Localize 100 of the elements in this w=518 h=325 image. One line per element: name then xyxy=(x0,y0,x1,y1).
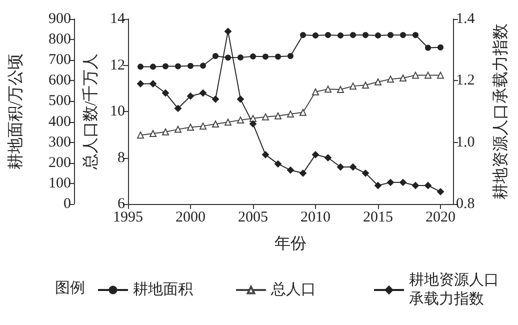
y-tick-label: 300 xyxy=(48,134,71,150)
point xyxy=(138,64,144,70)
y2-tick-label: 10 xyxy=(110,104,125,120)
point xyxy=(187,92,194,100)
x-tick-label: 2015 xyxy=(363,210,393,226)
point xyxy=(300,32,306,38)
y-tick-label: 900 xyxy=(48,11,71,27)
point xyxy=(325,32,331,38)
point xyxy=(150,130,156,137)
point xyxy=(424,72,432,79)
point xyxy=(287,166,294,174)
point xyxy=(212,120,219,128)
point xyxy=(150,80,156,88)
point xyxy=(175,63,181,70)
point xyxy=(412,72,419,79)
point xyxy=(200,122,206,130)
point xyxy=(238,54,244,60)
point xyxy=(362,82,369,89)
y3-axis-title: 耕地资源人口承载力指数 xyxy=(492,24,510,200)
point xyxy=(412,32,418,38)
point xyxy=(187,124,194,131)
x-tick-label: 2010 xyxy=(300,210,330,226)
point xyxy=(387,76,394,83)
point xyxy=(262,54,268,60)
y2-axis-title: 总人口数/千万人 xyxy=(82,53,100,171)
point xyxy=(162,128,169,136)
legend-label: 耕地面积 xyxy=(133,281,193,298)
y3-tick-label: 1.4 xyxy=(456,11,476,27)
point xyxy=(212,53,218,59)
point xyxy=(312,151,319,158)
point xyxy=(337,86,344,94)
point xyxy=(237,96,244,103)
point xyxy=(137,80,144,88)
x-axis-title: 年份 xyxy=(274,236,306,252)
point xyxy=(362,32,368,38)
point xyxy=(362,170,369,177)
point xyxy=(225,54,231,61)
point xyxy=(312,88,319,96)
point xyxy=(200,90,206,96)
point xyxy=(174,126,182,133)
y-axis-title: 耕地面积/万公顷 xyxy=(6,53,24,170)
x-tick-label: 1995 xyxy=(113,210,143,226)
point xyxy=(375,32,381,38)
x-tick-label: 2020 xyxy=(426,210,456,226)
y-tick-label: 200 xyxy=(48,154,71,171)
y3-tick-label: 1.2 xyxy=(456,72,475,89)
point xyxy=(262,113,269,120)
point xyxy=(412,182,419,189)
y2-tick-label: 14 xyxy=(110,11,126,27)
point xyxy=(400,32,406,38)
point xyxy=(137,132,144,139)
point xyxy=(287,110,294,118)
point xyxy=(350,82,356,90)
point xyxy=(250,114,256,122)
y3-tick-label: 0.8 xyxy=(456,196,475,212)
point xyxy=(262,151,269,158)
point xyxy=(400,178,406,186)
point xyxy=(324,154,332,162)
point xyxy=(188,62,194,69)
point xyxy=(212,96,219,103)
y-tick-label: 500 xyxy=(48,93,71,110)
point xyxy=(275,54,281,60)
point xyxy=(300,108,306,116)
point xyxy=(350,164,356,170)
legend-label: 总人口 xyxy=(270,281,316,298)
y-tick-label: 100 xyxy=(48,175,71,192)
y-tick-label: 700 xyxy=(48,52,71,68)
point xyxy=(162,90,169,96)
point xyxy=(400,74,406,82)
point xyxy=(312,32,318,38)
y-tick-label: 600 xyxy=(48,72,71,89)
y3-tick-label: 1.0 xyxy=(456,134,475,150)
legend-title: 图例 xyxy=(55,280,85,296)
point xyxy=(338,32,344,38)
point xyxy=(224,118,232,126)
point xyxy=(388,32,394,38)
point xyxy=(274,160,282,168)
point xyxy=(150,64,156,70)
point xyxy=(224,28,232,35)
y2-tick-label: 8 xyxy=(118,150,125,166)
point xyxy=(288,53,294,59)
point xyxy=(387,178,394,186)
point xyxy=(300,170,306,177)
point xyxy=(374,78,382,86)
point xyxy=(250,53,256,60)
legend-label: 耕地资源人口承载力指数 xyxy=(409,272,499,308)
point xyxy=(350,32,356,38)
point xyxy=(424,182,432,189)
point xyxy=(374,182,382,189)
y2-tick-label: 6 xyxy=(118,196,126,212)
x-tick-label: 2000 xyxy=(176,210,206,226)
point xyxy=(174,104,182,112)
point xyxy=(437,72,444,79)
y-tick-label: 0 xyxy=(64,196,71,212)
point xyxy=(324,86,332,93)
point xyxy=(162,63,168,70)
point xyxy=(250,120,256,128)
y2-tick-label: 12 xyxy=(110,57,125,74)
point xyxy=(200,62,206,69)
point xyxy=(337,164,344,170)
